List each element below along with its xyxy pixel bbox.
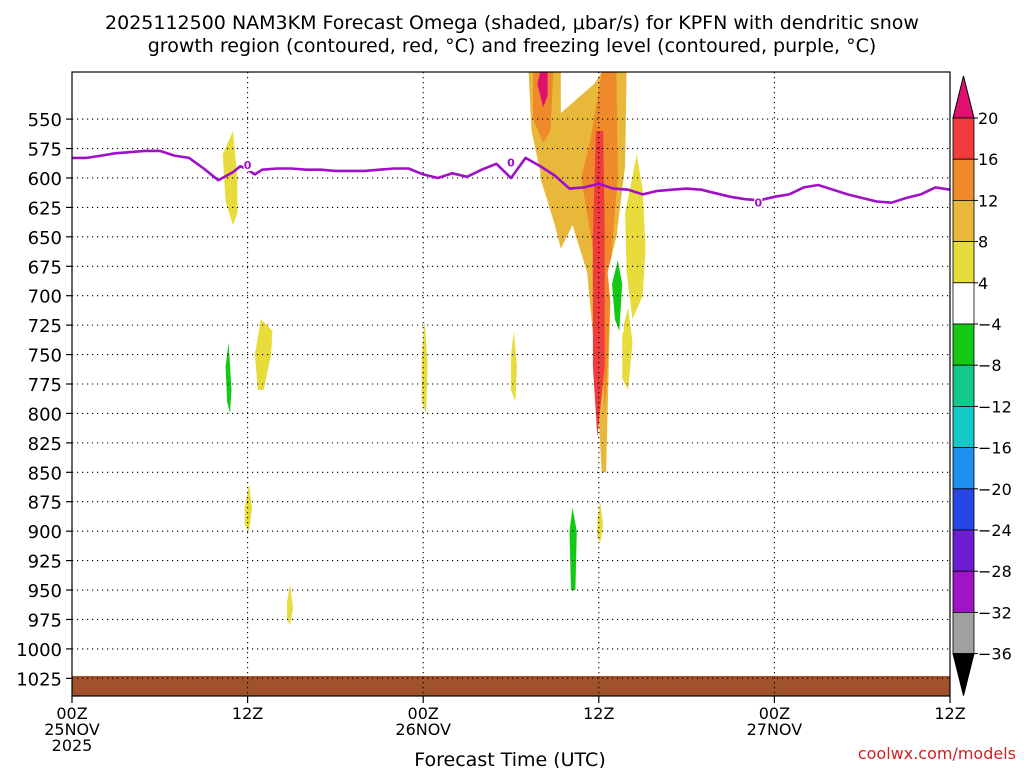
colorbar-label: −32 bbox=[978, 603, 1012, 622]
y-tick-label: 950 bbox=[28, 581, 62, 602]
omega-region-small-cell-960 bbox=[287, 584, 293, 626]
y-tick-label: 650 bbox=[28, 228, 62, 249]
y-tick-label: 700 bbox=[28, 287, 62, 308]
x-tick-label: 26NOV bbox=[395, 720, 451, 739]
colorbar-band-12 bbox=[952, 199, 975, 242]
colorbar-label: −4 bbox=[978, 315, 1002, 334]
omega-region-teal-column bbox=[569, 507, 577, 590]
y-tick-label: 850 bbox=[28, 463, 62, 484]
x-tick-label: 27NOV bbox=[747, 720, 803, 739]
colorbar-label: 12 bbox=[978, 191, 998, 210]
colorbar-label: −8 bbox=[978, 356, 1002, 375]
colorbar-label: −36 bbox=[978, 645, 1012, 664]
colorbar-bottom-arrow bbox=[952, 653, 975, 696]
colorbar-band--4 bbox=[952, 323, 975, 366]
y-tick-label: 675 bbox=[28, 257, 62, 278]
x-axis-label: Forecast Time (UTC) bbox=[414, 749, 605, 768]
omega-region-green-teal-left bbox=[225, 342, 232, 414]
omega-region-left-cell-upper bbox=[222, 130, 238, 226]
colorbar-label: −16 bbox=[978, 439, 1012, 458]
freezing-label: 0 bbox=[507, 157, 515, 170]
colorbar-label: 4 bbox=[978, 274, 988, 293]
credit-link[interactable]: coolwx.com/models bbox=[858, 744, 1016, 763]
omega-region-green-top bbox=[650, 72, 655, 131]
y-tick-label: 800 bbox=[28, 404, 62, 425]
colorbar-label: −28 bbox=[978, 562, 1012, 581]
chart-title-line-1: 2025112500 NAM3KM Forecast Omega (shaded… bbox=[105, 12, 919, 34]
freezing-label-bg bbox=[243, 159, 252, 172]
x-tick-label: 25NOV bbox=[44, 720, 100, 739]
omega-region-top-cell-core bbox=[537, 72, 548, 108]
freezing-label-bg bbox=[754, 196, 763, 209]
plot-area: 0 0 0 bbox=[71, 71, 951, 697]
y-tick-label: 625 bbox=[28, 198, 62, 219]
y-tick-label: 550 bbox=[28, 110, 62, 131]
colorbar-label: 20 bbox=[978, 109, 998, 128]
terrain-ground bbox=[72, 675, 950, 696]
colorbar-band--16 bbox=[952, 447, 975, 490]
omega-region-left-cell-lower bbox=[254, 319, 273, 390]
freezing-label: 0 bbox=[244, 159, 252, 172]
colorbar-label: 8 bbox=[978, 233, 988, 252]
colorbar-band--32 bbox=[952, 612, 975, 655]
y-tick-label: 925 bbox=[28, 552, 62, 573]
chart-title-line-2: growth region (contoured, red, °C) and f… bbox=[148, 35, 877, 57]
y-tick-label: 575 bbox=[28, 140, 62, 161]
y-tick-label: 875 bbox=[28, 493, 62, 514]
y-tick-label: 1025 bbox=[16, 669, 62, 690]
terrain-layer bbox=[72, 675, 950, 696]
y-tick-label: 1000 bbox=[16, 640, 62, 661]
colorbar-band-4 bbox=[952, 282, 975, 325]
y-tick-label: 900 bbox=[28, 522, 62, 543]
omega-region-green-column bbox=[559, 319, 590, 638]
colorbar-top-arrow bbox=[952, 75, 975, 119]
colorbar-band-8 bbox=[952, 241, 975, 284]
y-tick-label: 825 bbox=[28, 434, 62, 455]
freezing-label-bg bbox=[507, 156, 515, 169]
colorbar-band--24 bbox=[952, 529, 975, 572]
x-tick-label: 12Z bbox=[232, 704, 263, 723]
y-axis: 550 575 600 625 650 675 700 725 750 775 800 825 850 8… bbox=[16, 110, 72, 690]
omega-region-ridge-core bbox=[592, 130, 605, 437]
colorbar-label: −12 bbox=[978, 397, 1012, 416]
omega-region-green-900-right bbox=[628, 519, 636, 543]
colorbar-label: 16 bbox=[978, 150, 998, 169]
freezing-label: 0 bbox=[754, 197, 762, 210]
omega-region-small-cell-875 bbox=[244, 484, 252, 532]
y-tick-label: 600 bbox=[28, 169, 62, 190]
colorbar-band--8 bbox=[952, 364, 975, 407]
omega-region-upper-cell-right bbox=[625, 154, 646, 320]
colorbar-band-20 bbox=[952, 117, 975, 160]
colorbar-band--12 bbox=[952, 405, 975, 448]
colorbar: 20 16 12 8 4 −4 −8 −12 −16 −20 −24 −28 −32 −36 bbox=[952, 75, 1012, 696]
omega-region-mid-cell-right bbox=[622, 307, 633, 390]
y-tick-label: 975 bbox=[28, 610, 62, 631]
x-tick-label: 00Z bbox=[408, 704, 439, 723]
omega-shading bbox=[221, 72, 659, 638]
colorbar-band--20 bbox=[952, 488, 975, 531]
y-tick-label: 725 bbox=[28, 316, 62, 337]
omega-region-green-960 bbox=[494, 584, 500, 614]
x-tick-label: 00Z bbox=[759, 704, 790, 723]
freezing-level-line bbox=[72, 149, 951, 204]
x-tick-label: 00Z bbox=[56, 704, 87, 723]
grid-lines bbox=[72, 72, 950, 696]
colorbar-band-16 bbox=[952, 158, 975, 201]
colorbar-label: −20 bbox=[978, 480, 1012, 499]
colorbar-band--28 bbox=[952, 570, 975, 613]
omega-region-green-thin bbox=[543, 295, 549, 379]
x-tick-label: 12Z bbox=[583, 704, 614, 723]
x-tick-label: 12Z bbox=[934, 704, 965, 723]
freezing-level-contour: 0 0 0 bbox=[72, 149, 951, 210]
x-tick-label: 2025 bbox=[52, 736, 93, 755]
omega-region-green-850-right bbox=[645, 460, 659, 532]
y-tick-label: 750 bbox=[28, 346, 62, 367]
colorbar-label: −24 bbox=[978, 521, 1012, 540]
y-tick-label: 775 bbox=[28, 375, 62, 396]
